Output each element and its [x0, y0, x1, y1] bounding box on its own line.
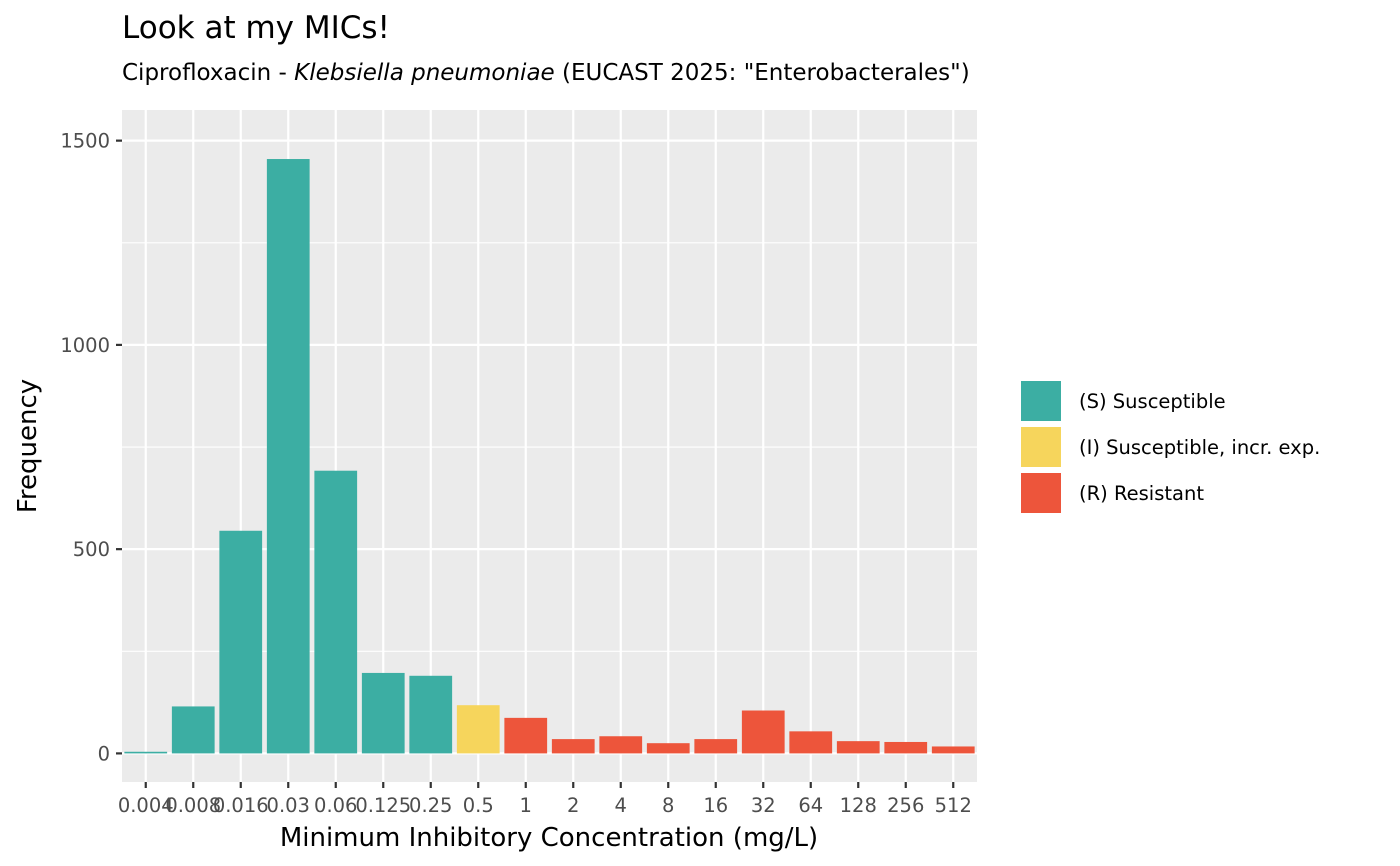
- bar: [171, 706, 215, 754]
- chart-subtitle: Ciprofloxacin - Klebsiella pneumoniae (E…: [122, 60, 970, 86]
- x-tick-label: 0.008: [165, 794, 221, 817]
- y-tick-label: 1500: [60, 130, 110, 153]
- legend-swatch: [1020, 472, 1062, 514]
- x-tick-label: 0.03: [267, 794, 310, 817]
- bars: [124, 159, 975, 754]
- chart-title: Look at my MICs!: [122, 10, 390, 46]
- legend: (S) Susceptible (I) Susceptible, incr. ex…: [1020, 378, 1320, 516]
- bar: [599, 736, 643, 754]
- bar: [789, 731, 833, 754]
- plot-panel: [122, 110, 977, 782]
- x-tick-label: 4: [615, 794, 627, 817]
- bar: [646, 743, 690, 754]
- legend-label: (R) Resistant: [1079, 481, 1204, 505]
- x-axis-label: Minimum Inhibitory Concentration (mg/L): [280, 823, 818, 853]
- bar: [456, 705, 500, 754]
- x-tick-label: 16: [703, 794, 728, 817]
- bar: [409, 675, 453, 754]
- bar: [694, 739, 738, 754]
- x-tick-label: 0.004: [118, 794, 174, 817]
- bar: [884, 741, 928, 754]
- y-axis: 0 500 1000 1500: [60, 130, 122, 765]
- x-tick-label: 0.5: [463, 794, 494, 817]
- x-tick-label: 128: [840, 794, 877, 817]
- subtitle-organism: Klebsiella pneumoniae: [294, 60, 555, 86]
- grid-lines: [122, 110, 977, 782]
- y-tick-label: 1000: [60, 334, 110, 357]
- x-tick-label: 32: [751, 794, 776, 817]
- bar: [836, 741, 880, 754]
- x-tick-label: 0.125: [355, 794, 411, 817]
- bar: [931, 746, 975, 754]
- x-tick-label: 64: [798, 794, 823, 817]
- x-tick-label: 0.25: [409, 794, 452, 817]
- legend-label: (I) Susceptible, incr. exp.: [1079, 435, 1321, 459]
- bar: [219, 530, 263, 754]
- y-tick-label: 0: [98, 742, 110, 765]
- x-tick-label: 2: [567, 794, 579, 817]
- x-tick-label: 0.016: [213, 794, 269, 817]
- legend-label: (S) Susceptible: [1079, 389, 1226, 413]
- legend-swatch: [1020, 426, 1062, 468]
- x-tick-label: 1: [520, 794, 532, 817]
- legend-item: (S) Susceptible: [1020, 378, 1320, 424]
- bar: [314, 470, 358, 754]
- bar: [266, 159, 310, 754]
- subtitle-guideline: (EUCAST 2025: "Enterobacterales"): [554, 60, 970, 86]
- legend-item: (I) Susceptible, incr. exp.: [1020, 424, 1320, 470]
- bar: [124, 751, 168, 754]
- subtitle-antibiotic: Ciprofloxacin -: [122, 60, 295, 86]
- bar: [361, 672, 405, 754]
- bar: [551, 739, 595, 754]
- x-tick-label: 8: [662, 794, 674, 817]
- y-axis-label: Frequency: [13, 379, 43, 513]
- bar: [741, 710, 785, 754]
- y-tick-label: 500: [73, 538, 110, 561]
- x-tick-label: 256: [887, 794, 924, 817]
- legend-swatch: [1020, 380, 1062, 422]
- bar: [504, 717, 548, 754]
- x-tick-label: 512: [935, 794, 972, 817]
- legend-item: (R) Resistant: [1020, 470, 1320, 516]
- x-tick-label: 0.06: [314, 794, 357, 817]
